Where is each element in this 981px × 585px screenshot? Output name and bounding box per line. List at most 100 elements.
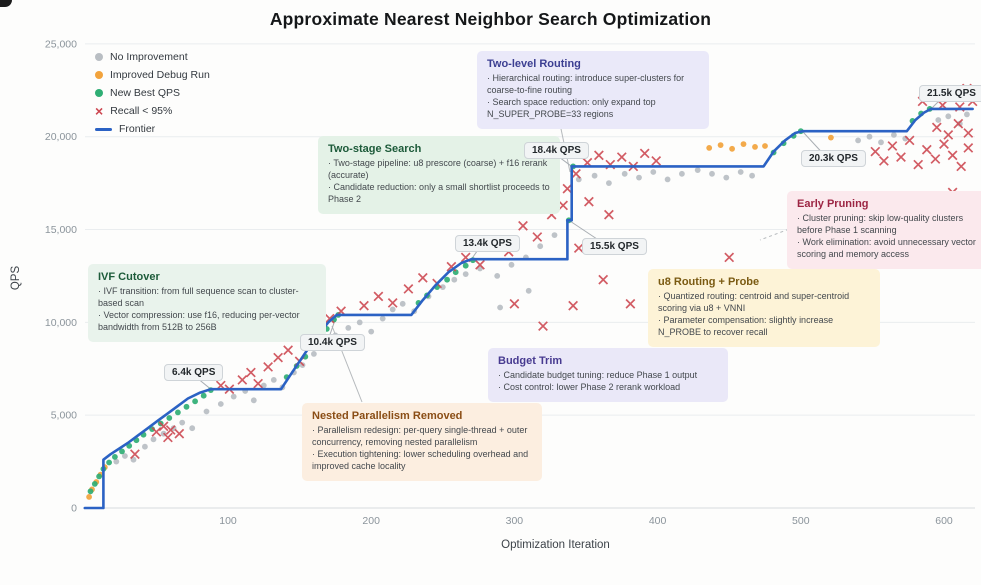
recall-x-point bbox=[237, 374, 248, 385]
scatter-point bbox=[694, 167, 701, 174]
recall-x-point bbox=[387, 297, 398, 308]
annotation-ivf-cutover: IVF Cutover IVF transition: from full seq… bbox=[88, 264, 326, 342]
scatter-point bbox=[935, 117, 942, 123]
scatter-point bbox=[497, 304, 503, 311]
y-tick-label: 5,000 bbox=[51, 410, 77, 422]
x-tick-label: 100 bbox=[219, 515, 237, 527]
recall-x-point bbox=[616, 152, 627, 163]
recall-x-point bbox=[417, 272, 428, 283]
qps-label: 15.5k QPS bbox=[582, 238, 647, 255]
recall-x-point bbox=[475, 259, 485, 270]
scatter-point bbox=[964, 111, 970, 118]
recall-x-point bbox=[324, 313, 335, 324]
scatter-point bbox=[270, 377, 277, 383]
recall-x-point bbox=[943, 129, 954, 140]
x-tick-label: 500 bbox=[792, 515, 810, 527]
scatter-point bbox=[749, 172, 755, 179]
scatter-point bbox=[179, 419, 186, 426]
recall-x-point bbox=[558, 200, 569, 211]
scatter-point bbox=[106, 459, 112, 466]
recall-x-point bbox=[245, 367, 256, 378]
scatter-point bbox=[439, 284, 446, 290]
scatter-point bbox=[379, 315, 386, 322]
recall-x-point bbox=[568, 300, 579, 311]
x-marker-icon: × bbox=[95, 103, 104, 119]
annotation-title: Two-level Routing bbox=[487, 58, 581, 70]
scatter-point bbox=[709, 170, 715, 177]
recall-x-point bbox=[598, 274, 609, 285]
scatter-point bbox=[368, 328, 375, 335]
recall-x-point bbox=[373, 291, 384, 302]
recall-x-point bbox=[921, 144, 932, 155]
legend-item: No Improvement bbox=[95, 51, 210, 63]
annotation-bullet: Two-stage pipeline: u8 prescore (coarse)… bbox=[328, 158, 550, 182]
annotation-title: Nested Parallelism Removed bbox=[312, 410, 463, 422]
scatter-point bbox=[345, 325, 352, 331]
recall-x-point bbox=[518, 220, 528, 231]
scatter-point bbox=[96, 473, 102, 480]
y-tick-label: 0 bbox=[71, 503, 77, 515]
recall-x-point bbox=[947, 150, 958, 161]
recall-x-point bbox=[930, 154, 941, 164]
legend-label: New Best QPS bbox=[110, 87, 181, 99]
legend-label: Frontier bbox=[119, 123, 156, 135]
recall-x-point bbox=[129, 449, 140, 460]
recall-x-point bbox=[625, 298, 636, 309]
annotation-bullet: Vector compression: use f16, reducing pe… bbox=[98, 310, 316, 334]
qps-label: 13.4k QPS bbox=[455, 235, 520, 252]
scatter-point bbox=[679, 170, 685, 177]
scatter-point bbox=[444, 276, 450, 283]
y-axis-label: QPS bbox=[10, 265, 22, 291]
scatter-point bbox=[878, 139, 884, 146]
recall-x-point bbox=[904, 135, 915, 146]
recall-x-point bbox=[532, 232, 543, 242]
annotation-two-stage-search: Two-stage Search Two-stage pipeline: u8 p… bbox=[318, 136, 560, 214]
recall-x-point bbox=[273, 352, 284, 363]
scatter-point bbox=[621, 170, 628, 177]
scatter-point bbox=[175, 409, 181, 416]
scatter-point bbox=[650, 169, 657, 175]
scatter-point bbox=[356, 319, 363, 326]
annotation-title: u8 Routing + Probe bbox=[658, 276, 760, 288]
scatter-point bbox=[740, 141, 747, 148]
scatter-point bbox=[451, 276, 458, 283]
recall-x-point bbox=[896, 152, 906, 163]
recall-x-point bbox=[639, 148, 650, 159]
scatter-point bbox=[203, 408, 210, 415]
screen-corner-artifact bbox=[0, 0, 12, 7]
annotation-title: Budget Trim bbox=[498, 355, 563, 367]
scatter-point bbox=[389, 306, 396, 313]
x-axis-label: Optimization Iteration bbox=[501, 539, 610, 551]
scatter-point bbox=[636, 174, 642, 181]
scatter-point bbox=[462, 271, 469, 277]
annotation-bullet: Candidate reduction: only a small shortl… bbox=[328, 182, 550, 206]
legend-label: Recall < 95% bbox=[110, 105, 173, 117]
scatter-point bbox=[828, 134, 834, 141]
scatter-point bbox=[866, 133, 873, 140]
scatter-point bbox=[855, 137, 861, 144]
scatter-point bbox=[956, 120, 963, 127]
annotation-title: Early Pruning bbox=[797, 198, 869, 210]
recall-x-point bbox=[953, 118, 964, 129]
scatter-point bbox=[200, 392, 207, 399]
scatter-point bbox=[250, 397, 257, 404]
dot-marker-icon bbox=[95, 53, 103, 61]
recall-x-point bbox=[263, 361, 274, 372]
scatter-point bbox=[729, 145, 735, 152]
y-tick-label: 20,000 bbox=[45, 131, 77, 143]
recall-x-point bbox=[931, 122, 942, 133]
annotation-bullet: Parameter compensation: slightly increas… bbox=[658, 315, 870, 339]
recall-x-point bbox=[253, 378, 264, 389]
scatter-point bbox=[891, 132, 897, 138]
annotation-bullet: Hierarchical routing: introduce super-cl… bbox=[487, 73, 699, 97]
scatter-point bbox=[462, 262, 469, 269]
qps-label: 21.5k QPS bbox=[919, 85, 981, 102]
scatter-point bbox=[606, 180, 612, 187]
qps-label: 20.3k QPS bbox=[801, 150, 866, 167]
legend-item: New Best QPS bbox=[95, 87, 210, 99]
scatter-point bbox=[112, 454, 118, 460]
legend-label: No Improvement bbox=[110, 51, 188, 63]
scatter-point bbox=[494, 273, 501, 279]
legend: No Improvement Improved Debug Run New Best… bbox=[95, 51, 210, 135]
annotation-bullet: IVF transition: from full sequence scan … bbox=[98, 286, 316, 310]
